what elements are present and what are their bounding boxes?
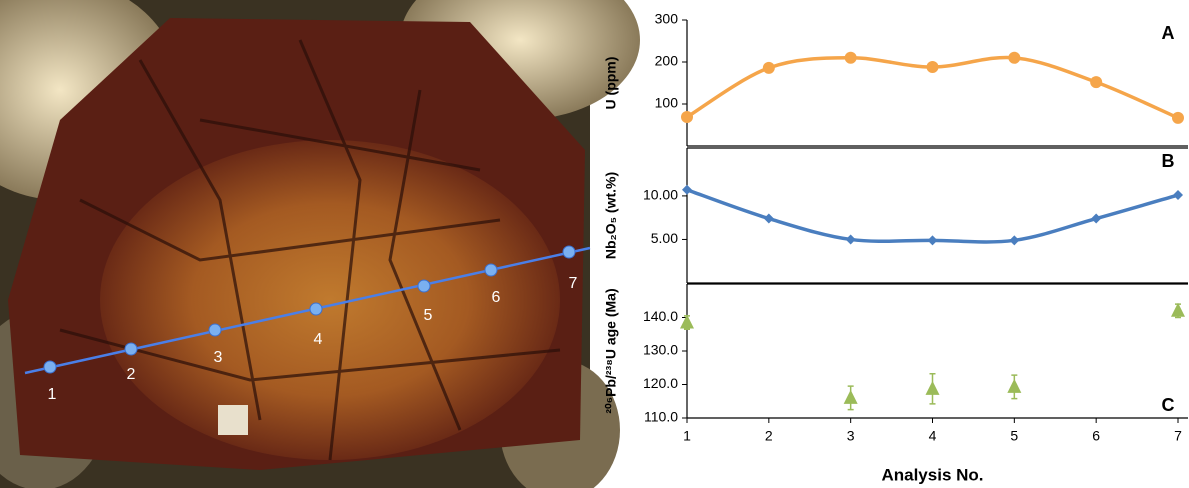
analysis-spot (310, 303, 322, 315)
panel-letter: B (1162, 151, 1175, 171)
y-axis-label: U (ppm) (603, 57, 619, 110)
analysis-spot (125, 343, 137, 355)
x-tick-label: 5 (1010, 428, 1018, 444)
analysis-spot (44, 361, 56, 373)
y-tick-label: 10.00 (643, 187, 678, 203)
y-tick-label: 300 (655, 11, 679, 27)
y-axis-label: ²⁰⁶Pb/²³⁸U age (Ma) (603, 288, 619, 413)
data-point (926, 381, 940, 395)
y-tick-label: 130.0 (643, 342, 678, 358)
data-point (681, 111, 693, 123)
charts: 100 200 300 U (ppm) A 5.00 10.00 Nb₂O₅ (wt.%) B 1… (603, 11, 1188, 485)
analysis-spot (418, 280, 430, 292)
data-point (1172, 112, 1184, 124)
y-tick-label: 110.0 (644, 409, 678, 425)
y-tick-label: 200 (655, 53, 679, 69)
x-tick-label: 3 (847, 428, 855, 444)
data-point (682, 185, 692, 195)
x-tick-label: 1 (683, 428, 691, 444)
spot-label: 7 (569, 275, 578, 292)
figure: 100 200 300 U (ppm) A 5.00 10.00 Nb₂O₅ (wt.%) B 1… (0, 0, 1189, 488)
data-point (928, 235, 938, 245)
data-point (1091, 214, 1101, 224)
x-tick-label: 6 (1092, 428, 1100, 444)
x-tick-label: 7 (1174, 428, 1182, 444)
series-line (687, 190, 1178, 242)
y-tick-label: 120.0 (643, 375, 678, 391)
data-point (1007, 379, 1021, 393)
analysis-spot (563, 246, 575, 258)
data-point (1008, 52, 1020, 64)
data-point (1171, 303, 1185, 317)
x-tick-label: 2 (765, 428, 773, 444)
spot-label: 3 (214, 349, 223, 366)
spot-label: 5 (424, 307, 433, 324)
data-point (846, 234, 856, 244)
data-point (845, 52, 857, 64)
data-point (764, 214, 774, 224)
spot-label: 2 (127, 366, 136, 383)
data-point (1090, 76, 1102, 88)
panel-letter: C (1162, 395, 1175, 415)
analysis-spot (209, 324, 221, 336)
y-tick-label: 140.0 (643, 308, 678, 324)
data-point (927, 61, 939, 73)
page: 100 200 300 U (ppm) A 5.00 10.00 Nb₂O₅ (wt.%) B 1… (0, 0, 1189, 488)
y-tick-label: 5.00 (651, 230, 678, 246)
data-point (1173, 190, 1183, 200)
micrograph (0, 0, 640, 488)
y-tick-label: 100 (655, 95, 679, 111)
data-point (1009, 235, 1019, 245)
data-point (763, 62, 775, 74)
panel-letter: A (1162, 23, 1175, 43)
spot-label: 4 (314, 331, 323, 348)
y-axis-label: Nb₂O₅ (wt.%) (603, 172, 619, 259)
spot-label: 1 (48, 386, 57, 403)
data-point (680, 315, 694, 329)
data-point (844, 390, 858, 404)
analysis-spot (485, 264, 497, 276)
x-tick-label: 4 (929, 428, 937, 444)
x-axis-label: Analysis No. (881, 465, 983, 484)
spot-label: 6 (492, 289, 501, 306)
